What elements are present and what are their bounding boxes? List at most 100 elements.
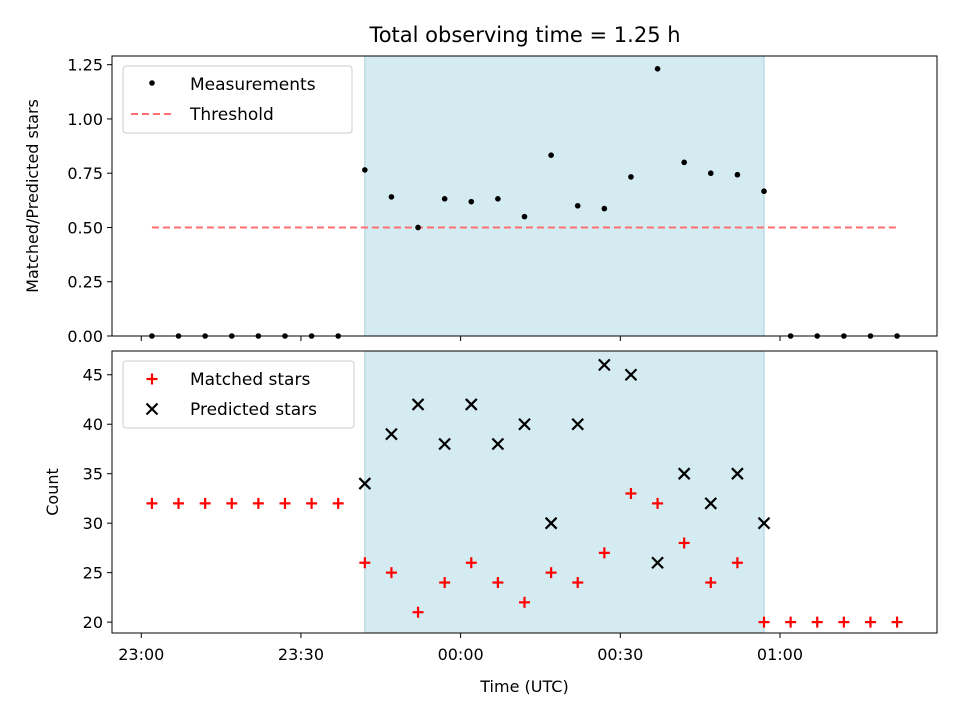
ratio-y-axis-label: Matched/Predicted stars [23, 99, 42, 293]
matched-star-point [492, 577, 504, 589]
legend-threshold-label: Threshold [189, 105, 274, 125]
count-y-ticks: 20 25 30 35 40 45 [83, 366, 112, 632]
matched-star-point [545, 567, 557, 579]
count-legend-box [122, 360, 355, 429]
count-y-axis-label: Count [43, 468, 62, 516]
x-tick-label: 00:00 [438, 645, 484, 664]
ratio-y-tick-label: 1.00 [67, 110, 103, 129]
count-y-tick-label: 40 [83, 415, 103, 434]
predicted-star-point [704, 497, 718, 510]
legend-predicted-label: Predicted stars [190, 400, 317, 420]
measurement-point [654, 66, 661, 72]
count-y-tick-label: 25 [83, 564, 103, 583]
matched-star-point [279, 497, 291, 509]
measurement-point [388, 194, 395, 200]
legend-predicted-glyph-b [145, 402, 159, 416]
matched-star-point [173, 497, 185, 509]
predicted-star-point-b [491, 437, 505, 451]
predicted-star-point-b [544, 516, 558, 530]
predicted-star-point-b [385, 427, 398, 441]
count-legend: Matched stars Predicted stars [122, 360, 355, 429]
matched-star-point [572, 577, 584, 589]
measurement-point [521, 213, 528, 220]
ratio-y-tick-label: 0.75 [67, 164, 103, 183]
predicted-star-point-b [358, 477, 372, 490]
ratio-y-tick-label: 1.25 [67, 56, 103, 75]
measurement-point [707, 170, 714, 177]
count-points [146, 358, 903, 628]
measurement-point [468, 198, 475, 205]
predicted-star-point [624, 368, 638, 382]
count-y-tick-label: 35 [83, 465, 103, 484]
predicted-star-point-b [438, 437, 451, 451]
predicted-star-point [438, 437, 451, 451]
x-tick-label: 01:00 [757, 645, 803, 664]
measurement-point [761, 188, 767, 195]
legend-measurements-label: Measurements [190, 75, 316, 95]
predicted-star-point [411, 398, 425, 411]
predicted-star-point [385, 427, 398, 441]
observing-window-bottom [364, 350, 765, 634]
x-tick-label: 00:30 [597, 645, 643, 664]
measurement-point [548, 152, 554, 158]
predicted-star-point [464, 398, 478, 411]
legend-predicted-glyph [145, 402, 159, 416]
predicted-star-point-b [518, 417, 531, 431]
count-y-tick-label: 45 [83, 366, 103, 385]
measurement-point [734, 171, 741, 178]
chart-title: Total observing time = 1.25 h [368, 23, 680, 47]
matched-star-point [439, 577, 451, 589]
matched-star-point [332, 497, 344, 509]
predicted-star-point [571, 417, 585, 431]
legend-predicted-marker [145, 402, 159, 416]
matched-star-point [385, 567, 397, 579]
x-tick-label: 23:00 [118, 645, 164, 664]
x-axis-label: Time (UTC) [479, 677, 568, 696]
predicted-star-point-b [731, 467, 744, 480]
predicted-star-point [544, 516, 558, 530]
matched-star-point [625, 487, 637, 499]
count-panel-frame [111, 350, 938, 634]
predicted-star-point-b [464, 398, 478, 411]
predicted-star-point-b [411, 398, 425, 411]
measurement-point [415, 224, 421, 231]
predicted-star-point [358, 477, 372, 490]
predicted-star-point-b [598, 358, 611, 372]
matched-star-point [785, 616, 797, 628]
count-y-tick-label: 20 [83, 613, 103, 632]
matched-star-point [838, 616, 850, 628]
measurement-point [362, 167, 368, 173]
predicted-star-point [491, 437, 505, 451]
predicted-star-point-b [624, 368, 638, 382]
ratio-y-tick-label: 0.25 [67, 273, 103, 292]
matched-star-point [199, 497, 211, 509]
measurement-point [601, 205, 608, 212]
predicted-star-point-b [677, 467, 691, 480]
predicted-star-point-b [757, 516, 771, 530]
matched-star-point [519, 596, 530, 608]
ratio-y-tick-label: 0.50 [67, 218, 103, 237]
predicted-star-point [598, 358, 611, 372]
matched-star-point [146, 497, 158, 509]
matched-star-point [891, 616, 903, 628]
predicted-star-point-b [704, 497, 718, 510]
matched-star-point [252, 497, 264, 509]
ratio-y-tick-label: 0.00 [67, 327, 103, 346]
count-x-ticks: 23:00 23:30 00:00 00:30 01:00 [118, 633, 803, 664]
matched-star-point [598, 547, 610, 559]
ratio-legend-box [122, 65, 353, 134]
matched-star-point [412, 606, 424, 618]
observing-window-top [364, 55, 765, 337]
predicted-star-point [757, 516, 771, 530]
ratio-y-ticks: 0.00 0.25 0.50 0.75 1.00 1.25 [67, 56, 112, 346]
matched-star-point [811, 616, 823, 628]
measurement-point [574, 202, 581, 209]
ratio-legend: Measurements Threshold [122, 65, 353, 134]
matched-star-point [758, 616, 770, 628]
count-panel: 20 25 30 35 40 45 23:00 23:30 00:00 00:30 01:00 C… [43, 350, 938, 696]
count-y-tick-label: 30 [83, 514, 103, 533]
legend-measurements-marker [149, 80, 155, 86]
x-tick-label: 23:30 [278, 645, 324, 664]
matched-star-point [359, 557, 371, 569]
